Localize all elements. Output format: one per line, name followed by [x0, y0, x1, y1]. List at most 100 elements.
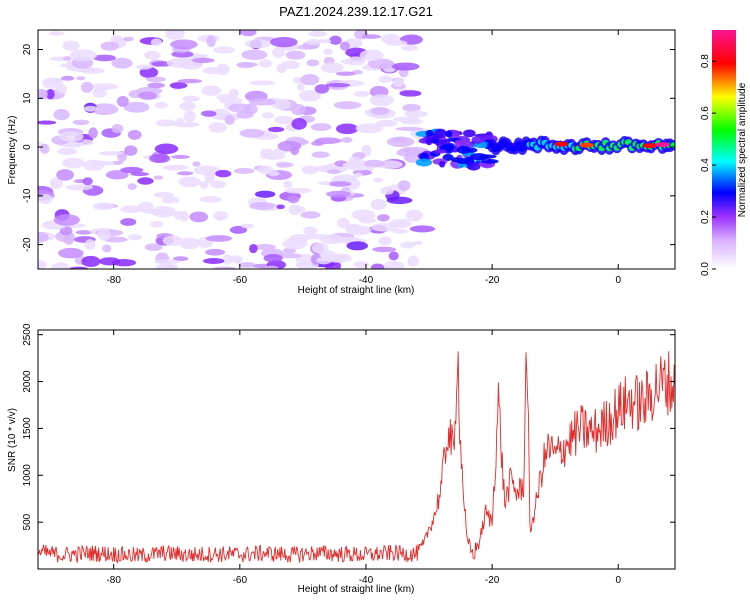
colorbar-gradient [712, 30, 736, 269]
heatmap-cell [346, 241, 368, 251]
heatmap-cell [236, 62, 256, 69]
heatmap-cell [438, 160, 446, 168]
heatmap-cell [171, 50, 194, 58]
heatmap-cell [290, 104, 306, 116]
x-tick-label: -80 [106, 575, 121, 586]
heatmap-cell [162, 164, 190, 171]
heatmap-cell [314, 137, 342, 144]
heatmap-cell [370, 263, 385, 269]
heatmap-cell [210, 108, 230, 120]
heatmap-cell [199, 196, 222, 203]
heatmap-cell [84, 239, 96, 250]
heatmap-cell [291, 117, 307, 130]
heatmap-cell [142, 209, 170, 215]
chart-title: PAZ1.2024.239.12.17.G21 [279, 4, 433, 19]
heatmap-cell [113, 160, 124, 165]
y-tick-label: -10 [22, 188, 33, 203]
heatmap-cell [51, 262, 70, 269]
heatmap-cell [215, 169, 232, 178]
heatmap-cell [123, 36, 134, 42]
y-tick-label: 10 [22, 92, 33, 104]
y-tick-label: 2500 [22, 323, 33, 346]
colorbar-label: Normalized spectral amplitude [737, 82, 748, 217]
heatmap-cell [288, 204, 302, 216]
x-tick-label: 0 [615, 575, 621, 586]
y-tick-label: 0 [22, 144, 33, 150]
heatmap-cell [137, 177, 154, 185]
heatmap-cell [49, 31, 65, 36]
heatmap-cell [55, 83, 67, 95]
heatmap-cell [271, 98, 291, 110]
heatmap-cell [400, 146, 428, 153]
heatmap-cell [300, 74, 320, 86]
heatmap-cell [116, 95, 129, 107]
heatmap-cell [224, 115, 235, 125]
heatmap-cell [471, 135, 485, 144]
snr-y-axis-label: SNR (10 * v/v) [7, 408, 18, 472]
heatmap-cell [199, 180, 209, 189]
heatmap-cell [81, 255, 101, 268]
heatmap-cell [93, 54, 116, 62]
heatmap-cell [333, 101, 362, 110]
heatmap-cell [407, 255, 420, 267]
y-tick-label: 2000 [22, 370, 33, 393]
heatmap-cell [153, 191, 175, 198]
heatmap-cell [255, 190, 276, 198]
heatmap-cell [38, 193, 53, 205]
heatmap-cell [353, 261, 369, 268]
heatmap-cell [169, 82, 188, 89]
heatmap-cell [39, 143, 50, 154]
heatmap-cell [145, 76, 166, 83]
heatmap-cell [155, 119, 177, 127]
heatmap-cell [303, 226, 318, 236]
heatmap-cell [339, 41, 350, 51]
heatmap-cell [400, 241, 416, 249]
heatmap-cell [179, 237, 200, 250]
heatmap-cell [150, 38, 162, 47]
heatmap-y-ticks: -20 -10 0 10 20 [22, 44, 675, 252]
heatmap-hotspot [642, 143, 657, 149]
heatmap-cell [384, 40, 408, 46]
heatmap-cell [205, 248, 226, 256]
heatmap-cell [206, 35, 216, 48]
heatmap-cell [265, 265, 279, 269]
y-tick-label: -20 [22, 237, 33, 252]
heatmap-cell [155, 263, 179, 269]
heatmap-cell [98, 151, 124, 156]
heatmap-cell [189, 211, 209, 223]
heatmap-cell [268, 126, 285, 133]
heatmap-cell [311, 151, 330, 159]
heatmap-cell [253, 243, 276, 250]
heatmap-cell [359, 49, 384, 61]
heatmap-cell [282, 237, 307, 250]
x-tick-label: -20 [485, 275, 500, 286]
heatmap-marks [38, 30, 675, 269]
heatmap-cell [162, 235, 183, 247]
heatmap-cell [307, 31, 328, 37]
heatmap-cell [388, 251, 399, 261]
heatmap-cell [363, 159, 385, 168]
heatmap-cell [316, 39, 332, 44]
heatmap-cell [138, 91, 158, 100]
x-tick-label: -20 [485, 575, 500, 586]
heatmap-cell [165, 30, 185, 40]
heatmap-cell [244, 103, 258, 115]
heatmap-cell [395, 126, 424, 131]
heatmap-cell [353, 172, 363, 178]
x-tick-label: -40 [359, 275, 374, 286]
x-tick-label: 0 [615, 275, 621, 286]
heatmap-cell [111, 57, 133, 69]
heatmap-cell [127, 183, 137, 190]
heatmap-cell [257, 165, 274, 175]
colorbar: 0.0 0.2 0.4 0.6 0.8 Normalized spectral ampl… [700, 30, 748, 276]
heatmap-cell [92, 202, 114, 211]
heatmap-cell [80, 81, 94, 93]
x-tick-label: -60 [233, 275, 248, 286]
heatmap-cell [369, 94, 395, 107]
heatmap-cell [59, 131, 84, 142]
heatmap-cell [249, 243, 258, 254]
heatmap-cell [154, 101, 168, 109]
snr-x-ticks: -80 -60 -40 -20 0 [106, 330, 621, 586]
heatmap-cell [144, 50, 161, 60]
heatmap-cell [425, 129, 434, 137]
